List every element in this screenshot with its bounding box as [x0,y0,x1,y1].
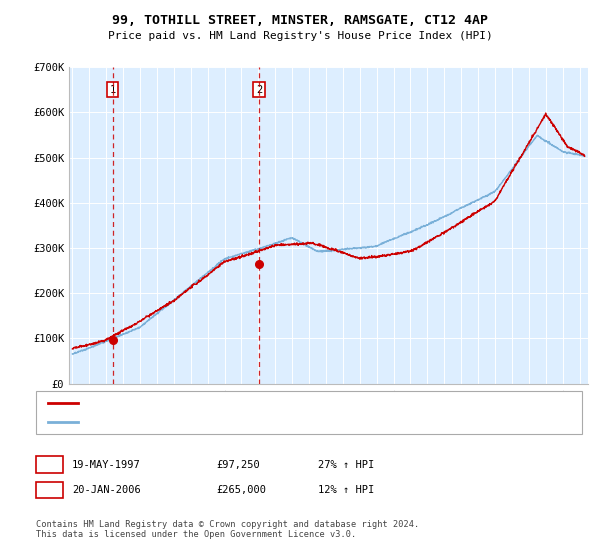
Text: 99, TOTHILL STREET, MINSTER, RAMSGATE, CT12 4AP: 99, TOTHILL STREET, MINSTER, RAMSGATE, C… [112,14,488,27]
Text: £265,000: £265,000 [216,485,266,495]
Text: 12% ↑ HPI: 12% ↑ HPI [318,485,374,495]
Text: 1: 1 [46,460,53,470]
Text: 27% ↑ HPI: 27% ↑ HPI [318,460,374,470]
Text: Contains HM Land Registry data © Crown copyright and database right 2024.
This d: Contains HM Land Registry data © Crown c… [36,520,419,539]
Text: 19-MAY-1997: 19-MAY-1997 [72,460,141,470]
Text: 99, TOTHILL STREET, MINSTER, RAMSGATE, CT12 4AP (detached house): 99, TOTHILL STREET, MINSTER, RAMSGATE, C… [84,398,460,408]
Text: 2: 2 [46,485,53,495]
Text: £97,250: £97,250 [216,460,260,470]
Text: HPI: Average price, detached house, Thanet: HPI: Average price, detached house, Than… [84,417,331,427]
Text: 2: 2 [256,85,262,95]
Text: 20-JAN-2006: 20-JAN-2006 [72,485,141,495]
Text: 1: 1 [109,85,116,95]
Text: Price paid vs. HM Land Registry's House Price Index (HPI): Price paid vs. HM Land Registry's House … [107,31,493,41]
